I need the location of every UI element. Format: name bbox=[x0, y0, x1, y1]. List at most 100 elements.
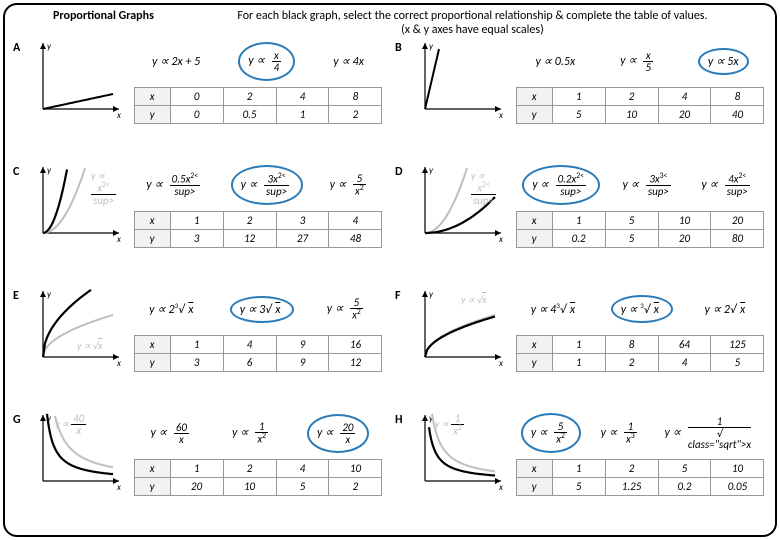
table-cell: 64 bbox=[658, 335, 711, 353]
table-header: y bbox=[516, 477, 552, 495]
expr-option[interactable]: y ∝ 0.5x2<sup> bbox=[142, 169, 208, 201]
expr-option[interactable]: y ∝ 5x bbox=[698, 48, 749, 75]
expr-option[interactable]: y ∝ 43√x bbox=[527, 299, 583, 319]
table-cell: 12 bbox=[329, 353, 382, 371]
expr-option[interactable]: y ∝ 3x3<sup> bbox=[618, 169, 678, 201]
table-cell: 1 bbox=[170, 459, 223, 477]
expressions: y ∝ 0.5x y ∝ x5 y ∝ 5x bbox=[513, 39, 767, 83]
expressions: y ∝ 2x + 5 y ∝ x4 y ∝ 4x bbox=[131, 39, 385, 83]
expr-option[interactable]: y ∝ 1x3 bbox=[597, 417, 645, 449]
table-cell: 4 bbox=[276, 87, 329, 105]
expr-option[interactable]: y ∝ 20x bbox=[307, 414, 370, 453]
table-cell: 2 bbox=[223, 211, 276, 229]
expr-option[interactable]: y ∝ 0.2x2<sup> bbox=[522, 165, 600, 205]
table-cell: 2 bbox=[329, 105, 382, 123]
table-cell: 5 bbox=[605, 229, 658, 247]
table-cell: 5 bbox=[552, 477, 605, 495]
graph: xyy ∝ x2<sup> bbox=[31, 163, 127, 251]
expr-option[interactable]: y ∝ 60x bbox=[146, 418, 197, 449]
table-cell: 2 bbox=[329, 477, 382, 495]
table-cell: 1 bbox=[276, 105, 329, 123]
expr-option[interactable]: y ∝ x4 bbox=[238, 42, 295, 81]
table-cell: 8 bbox=[711, 87, 764, 105]
table-cell: 1 bbox=[552, 211, 605, 229]
expressions: y ∝ 60x y ∝ 1x2 y ∝ 20x bbox=[131, 411, 385, 455]
expr-option[interactable]: y ∝ 3x2<sup> bbox=[231, 165, 303, 205]
expressions: y ∝ 23√x y ∝ 3√x y ∝ 5x2 bbox=[131, 287, 385, 331]
table-header: x bbox=[516, 87, 552, 105]
panel-G: Gxyy ∝ 40xy ∝ 60xy ∝ 1x2y ∝ 20xx12410y20… bbox=[13, 411, 385, 533]
table-header: x bbox=[516, 211, 552, 229]
expr-option[interactable]: y ∝ x5 bbox=[616, 46, 661, 77]
graph: xyy ∝ √x bbox=[31, 287, 127, 375]
table-cell: 0 bbox=[170, 105, 223, 123]
table-cell: 6 bbox=[223, 353, 276, 371]
table-cell: 12 bbox=[223, 229, 276, 247]
panel-label: E bbox=[13, 287, 27, 375]
header: Proportional Graphs For each black graph… bbox=[13, 9, 767, 37]
table-cell: 4 bbox=[276, 459, 329, 477]
value-table: x12510y51.250.20.05 bbox=[516, 459, 765, 496]
expr-option[interactable]: y ∝ 5x2 bbox=[323, 293, 371, 325]
expr-option[interactable]: y ∝ 23√x bbox=[145, 299, 201, 319]
table-cell: 8 bbox=[605, 335, 658, 353]
svg-text:x: x bbox=[498, 110, 503, 121]
table-cell: 3 bbox=[170, 353, 223, 371]
table-header: x bbox=[134, 335, 170, 353]
table-cell: 4 bbox=[658, 87, 711, 105]
table-cell: 3 bbox=[276, 211, 329, 229]
graph: xyy ∝ x2<sup> bbox=[413, 163, 509, 251]
value-table: x151020y0.252080 bbox=[516, 211, 765, 248]
expr-option[interactable]: y ∝ 2√x bbox=[701, 300, 754, 319]
table-cell: 16 bbox=[329, 335, 382, 353]
expr-option[interactable]: y ∝ 1√ class="sqrt">x bbox=[660, 412, 759, 454]
table-cell: 40 bbox=[711, 105, 764, 123]
table-cell: 125 bbox=[711, 335, 764, 353]
expr-option[interactable]: y ∝ 0.5x bbox=[531, 52, 579, 71]
panel-D: Dxyy ∝ x2<sup> y ∝ 0.2x2<sup> y ∝ 3x3<sup>… bbox=[395, 163, 767, 285]
table-cell: 0.05 bbox=[711, 477, 764, 495]
table-cell: 1.25 bbox=[605, 477, 658, 495]
table-header: x bbox=[516, 335, 552, 353]
table-cell: 0.5 bbox=[223, 105, 276, 123]
table-cell: 10 bbox=[223, 477, 276, 495]
table-cell: 10 bbox=[711, 459, 764, 477]
table-cell: 5 bbox=[711, 353, 764, 371]
table-cell: 20 bbox=[658, 105, 711, 123]
panel-label: C bbox=[13, 163, 27, 251]
expressions: y ∝ 0.2x2<sup> y ∝ 3x3<sup> y ∝ 4x2<sup> bbox=[513, 163, 767, 207]
instructions: For each black graph, select the correct… bbox=[178, 9, 767, 37]
expr-option[interactable]: y ∝ 3√x bbox=[611, 295, 673, 323]
table-cell: 2 bbox=[605, 353, 658, 371]
table-cell: 3 bbox=[170, 229, 223, 247]
table-cell: 2 bbox=[605, 87, 658, 105]
table-cell: 9 bbox=[276, 353, 329, 371]
expr-option[interactable]: y ∝ 4x bbox=[329, 52, 368, 71]
table-header: y bbox=[516, 105, 552, 123]
panel-label: H bbox=[395, 411, 409, 499]
panel-H: Hxyy ∝ 1x2y ∝ 5x2y ∝ 1x3y ∝ 1√ class="sq… bbox=[395, 411, 767, 533]
svg-text:x: x bbox=[116, 482, 121, 493]
table-cell: 4 bbox=[658, 353, 711, 371]
table-header: y bbox=[134, 353, 170, 371]
panel-E: Exyy ∝ √xy ∝ 23√xy ∝ 3√xy ∝ 5x2x14916y36… bbox=[13, 287, 385, 409]
table-cell: 80 bbox=[711, 229, 764, 247]
table-header: y bbox=[516, 229, 552, 247]
expr-option[interactable]: y ∝ 5x2 bbox=[521, 413, 581, 453]
expr-option[interactable]: y ∝ 1x2 bbox=[228, 417, 276, 449]
table-cell: 4 bbox=[223, 335, 276, 353]
value-table: x14916y36912 bbox=[134, 335, 383, 372]
expr-option[interactable]: y ∝ 5x2 bbox=[326, 169, 374, 201]
svg-text:x: x bbox=[116, 358, 121, 369]
expr-option[interactable]: y ∝ 2x + 5 bbox=[148, 52, 204, 71]
table-cell: 2 bbox=[605, 459, 658, 477]
table-cell: 4 bbox=[329, 211, 382, 229]
table-cell: 1 bbox=[552, 335, 605, 353]
svg-text:x: x bbox=[116, 110, 121, 121]
panel-label: D bbox=[395, 163, 409, 251]
table-cell: 1 bbox=[552, 459, 605, 477]
table-cell: 5 bbox=[658, 459, 711, 477]
expr-option[interactable]: y ∝ 4x2<sup> bbox=[697, 169, 757, 201]
svg-text:y: y bbox=[429, 289, 434, 300]
expr-option[interactable]: y ∝ 3√x bbox=[230, 296, 295, 323]
